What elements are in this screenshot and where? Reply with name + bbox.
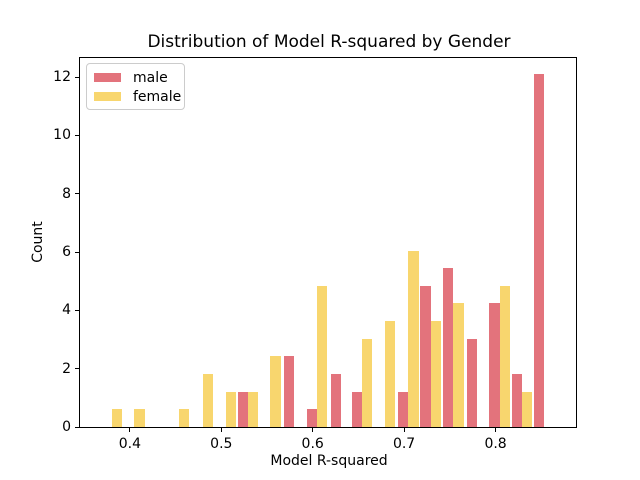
chart-title: Distribution of Model R-squared by Gende… [147,32,511,52]
histogram-bar-male [306,409,317,427]
y-tick-label: 6 [62,244,71,260]
histogram-bar-male [511,373,522,427]
legend-label-female: female [133,88,182,105]
x-tick-label: 0.7 [392,436,416,452]
histogram-bar-female [384,321,396,427]
histogram-bar-male [397,391,409,427]
histogram-bar-female [134,409,145,427]
histogram-bar-female [522,391,533,427]
x-tick-label: 0.4 [118,436,142,452]
x-axis-label: Model R-squared [270,453,388,469]
histogram-bar-male [420,285,431,427]
histogram-bar-female [430,321,442,427]
x-tick-mark [495,428,497,432]
legend-swatch-male-icon [94,73,121,82]
histogram-bar-female [203,373,214,427]
histogram-bar-female [316,285,328,427]
x-tick-mark [129,428,131,432]
histogram-bar-male [489,303,500,427]
histogram-bar-male [442,268,454,427]
y-tick-label: 8 [62,185,71,202]
histogram-bar-male [238,391,249,427]
x-tick-label: 0.8 [484,436,507,452]
histogram-bar-female [178,409,190,427]
y-tick-mark [75,193,79,195]
histogram-bar-female [225,391,237,427]
histogram-bar-male [466,338,478,427]
x-tick-label: 0.6 [301,436,324,452]
y-tick-mark [75,426,79,428]
histogram-bar-female [499,285,511,427]
histogram-bar-male [533,74,544,427]
x-tick-mark [220,428,222,432]
histogram-bar-male [330,373,341,427]
x-tick-label: 0.5 [210,436,233,452]
y-tick-label: 0 [62,419,71,435]
y-tick-label: 12 [53,69,71,85]
histogram-bar-female [111,409,122,427]
y-tick-mark [75,368,79,370]
histogram-bar-male [351,391,363,427]
y-tick-mark [75,76,79,78]
legend: male female [86,63,185,110]
x-tick-mark [312,428,314,432]
y-tick-label: 10 [53,127,71,144]
histogram-bar-female [408,250,419,427]
histogram-bar-female [270,356,281,427]
legend-item-male: male [94,68,184,87]
histogram-bar-female [248,391,259,427]
histogram-bar-male [283,356,295,427]
plot-inner: 0.4 0.5 0.6 0.7 0.8 0 2 4 6 8 10 12 [53,58,576,452]
histogram-bar-female [361,338,372,427]
legend-item-female: female [94,87,184,106]
plot-area: 0.4 0.5 0.6 0.7 0.8 0 2 4 6 8 10 12 [53,57,577,452]
y-tick-mark [75,309,79,311]
y-tick-mark [75,134,79,136]
y-tick-mark [75,251,79,253]
legend-swatch-female-icon [94,92,121,101]
legend-label-male: male [133,69,168,86]
y-tick-label: 4 [62,302,71,319]
histogram-bar-female [453,303,464,427]
x-tick-mark [403,428,405,432]
y-tick-label: 2 [62,360,71,377]
